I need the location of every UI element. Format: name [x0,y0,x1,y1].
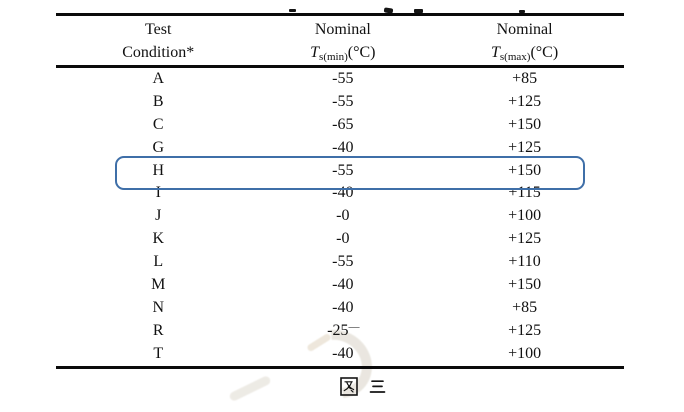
table-body: A -55 +85 B -55 +125 C -65 +150 G -40 +1… [56,68,624,366]
tmin-cell: -40 [260,137,425,160]
unit-label: (°C) [347,44,376,61]
table-row: M -40 +150 [56,274,624,297]
tmin-cell: -65 [260,114,425,137]
tmin-value: -40 [332,344,354,362]
watermark [228,374,272,403]
header-line: Nominal [314,21,371,38]
tmax-cell: +85 [512,70,538,87]
tmin-cell: -0 [260,228,425,251]
header-line: Condition* [122,44,195,61]
tmax-cell: +100 [508,207,542,225]
table-row: K -0 +125 [56,228,624,251]
condition-cell: T [153,344,164,362]
tmin-value: -55 [332,92,354,110]
tmin-value: -40 [332,276,354,294]
tmax-cell: +150 [508,276,542,294]
tmin-value: -40 [332,138,354,156]
table-row: A -55 +85 [56,68,624,91]
t-subscript: s(max) [499,51,531,63]
condition-cell: J [155,207,162,225]
tmin-cell: -40 [260,297,425,320]
tmin-cell: -55 [260,68,425,91]
tmin-cell: -40 [260,274,425,297]
condition-cell: M [151,276,166,294]
condition-cell: R [152,321,164,339]
condition-cell: K [152,230,165,248]
header-symbol-line: Ts(max)(°C) [425,41,624,64]
header-symbol-line: Ts(min)(°C) [260,41,425,64]
table-row: R -25— +125 [56,320,624,343]
tmin-value: -55 [332,253,354,271]
table-row: C -65 +150 [56,114,624,137]
tmin-value: -65 [332,115,354,133]
header-nominal-tsmax: Nominal Ts(max)(°C) [425,16,624,65]
tmin-value: -55 [332,70,354,87]
caption-glyph-tu [340,377,358,396]
header-line: Nominal [496,21,553,38]
tmax-cell: +125 [508,321,542,339]
tmax-cell: +125 [508,230,542,248]
table-row: G -40 +125 [56,137,624,160]
tmin-mark: — [348,320,359,333]
tmin-value: -25 [327,321,349,339]
condition-cell: I [155,184,161,202]
tmin-cell: -55 [260,251,425,274]
tmin-cell: -25— [260,320,425,343]
tmax-cell: +125 [508,138,542,156]
condition-cell: L [153,253,164,271]
table-row: T -40 +100 [56,343,624,366]
header-separator-rule [56,65,624,68]
figure-caption: 图 三 [340,377,387,396]
highlight-box [115,156,585,190]
table-row: B -55 +125 [56,91,624,114]
tmin-cell: -55 [260,91,425,114]
caption-glyph-san [369,380,386,393]
tmin-value: -0 [336,207,350,225]
tmax-cell: +150 [508,161,542,179]
tmin-cell: -40 [260,343,425,366]
table-row: N -40 +85 [56,297,624,320]
tmin-cell: -55 [260,160,425,183]
tmax-cell: +85 [512,298,538,316]
tmax-cell: +100 [508,344,542,362]
table-header-row: Test Condition* Nominal Ts(min)(°C) Nomi… [56,16,624,65]
t-symbol: T [490,44,500,61]
condition-cell: C [152,115,164,133]
unit-label: (°C) [530,44,559,61]
t-subscript: s(min) [319,51,348,63]
tmax-cell: +125 [508,92,542,110]
header-nominal-tsmin: Nominal Ts(min)(°C) [260,16,425,65]
condition-cell: N [152,298,165,316]
tmin-value: -0 [336,230,350,248]
table-row: J -0 +100 [56,205,624,228]
table-row-highlighted: H -55 +150 [56,160,624,183]
tmax-cell: +110 [508,253,541,271]
table-top-rule [56,13,624,16]
tmin-cell: -0 [260,205,425,228]
cropped-text-artifact [519,10,525,13]
tmax-cell: +150 [508,115,542,133]
tmin-value: -55 [332,161,354,179]
tmin-value: -40 [332,298,354,316]
t-symbol: T [310,44,320,61]
cropped-text-artifact [289,9,296,12]
table-bottom-rule [56,365,624,369]
header-line: Test [145,21,172,38]
temperature-table: Test Condition* Nominal Ts(min)(°C) Nomi… [56,13,624,369]
cropped-text-artifact [414,9,423,13]
condition-cell: B [152,92,164,110]
table-row: L -55 +110 [56,251,624,274]
condition-cell: G [152,138,165,156]
condition-cell: H [152,161,165,179]
condition-cell: A [152,70,165,87]
header-test-condition: Test Condition* [56,16,260,65]
